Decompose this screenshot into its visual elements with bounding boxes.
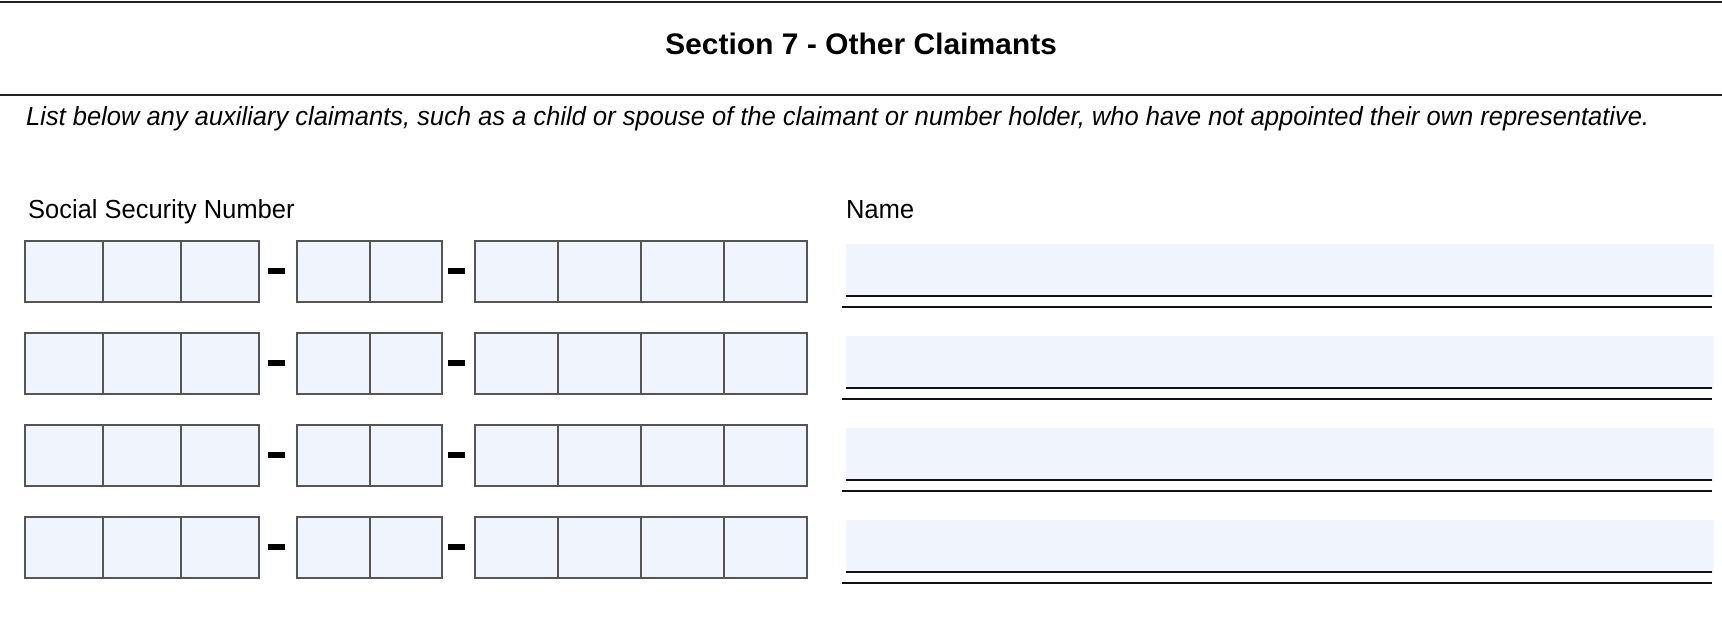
- ssn-dash: [448, 268, 465, 274]
- ssn-digit-cell[interactable]: [104, 426, 182, 485]
- name-underline: [846, 479, 1712, 481]
- ssn-label: Social Security Number: [28, 196, 295, 224]
- ssn-digit-cell[interactable]: [725, 518, 806, 577]
- ssn-dash: [448, 452, 465, 458]
- ssn-group-3-field[interactable]: [474, 332, 808, 395]
- ssn-dash: [268, 360, 285, 366]
- name-input[interactable]: [846, 244, 1714, 297]
- ssn-digit-cell[interactable]: [559, 334, 642, 393]
- ssn-dash: [448, 544, 465, 550]
- ssn-group-3-field[interactable]: [474, 240, 808, 303]
- ssn-digit-cell[interactable]: [298, 518, 371, 577]
- claimant-row: [0, 332, 1722, 402]
- ssn-dash: [268, 452, 285, 458]
- ssn-digit-cell[interactable]: [559, 426, 642, 485]
- ssn-digit-cell[interactable]: [26, 518, 104, 577]
- ssn-digit-cell[interactable]: [476, 334, 559, 393]
- name-underline: [842, 398, 1712, 400]
- ssn-digit-cell[interactable]: [371, 518, 442, 577]
- ssn-dash: [448, 360, 465, 366]
- ssn-digit-cell[interactable]: [298, 242, 371, 301]
- claimant-row: [0, 240, 1722, 310]
- ssn-group-3-field[interactable]: [474, 516, 808, 579]
- name-underline: [846, 571, 1712, 573]
- ssn-digit-cell[interactable]: [26, 242, 104, 301]
- ssn-group-1-field[interactable]: [24, 516, 260, 579]
- section-instructions: List below any auxiliary claimants, such…: [26, 103, 1649, 131]
- ssn-digit-cell[interactable]: [104, 242, 182, 301]
- ssn-group-3-field[interactable]: [474, 424, 808, 487]
- ssn-digit-cell[interactable]: [559, 242, 642, 301]
- claimant-row: [0, 516, 1722, 586]
- ssn-digit-cell[interactable]: [298, 334, 371, 393]
- ssn-dash: [268, 268, 285, 274]
- ssn-group-2-field[interactable]: [296, 516, 443, 579]
- ssn-digit-cell[interactable]: [182, 334, 258, 393]
- ssn-digit-cell[interactable]: [476, 518, 559, 577]
- ssn-digit-cell[interactable]: [26, 426, 104, 485]
- ssn-digit-cell[interactable]: [642, 242, 725, 301]
- ssn-group-1-field[interactable]: [24, 332, 260, 395]
- ssn-digit-cell[interactable]: [559, 518, 642, 577]
- title-divider: [0, 94, 1722, 96]
- ssn-group-2-field[interactable]: [296, 240, 443, 303]
- ssn-group-2-field[interactable]: [296, 332, 443, 395]
- section-title: Section 7 - Other Claimants: [665, 28, 1057, 61]
- ssn-digit-cell[interactable]: [104, 334, 182, 393]
- ssn-digit-cell[interactable]: [725, 426, 806, 485]
- name-underline: [846, 387, 1712, 389]
- ssn-digit-cell[interactable]: [104, 518, 182, 577]
- name-underline: [846, 295, 1712, 297]
- ssn-digit-cell[interactable]: [26, 334, 104, 393]
- name-label: Name: [846, 196, 915, 224]
- ssn-digit-cell[interactable]: [642, 426, 725, 485]
- ssn-digit-cell[interactable]: [182, 426, 258, 485]
- ssn-group-1-field[interactable]: [24, 424, 260, 487]
- ssn-digit-cell[interactable]: [725, 242, 806, 301]
- ssn-digit-cell[interactable]: [642, 334, 725, 393]
- ssn-digit-cell[interactable]: [182, 242, 258, 301]
- ssn-digit-cell[interactable]: [642, 518, 725, 577]
- name-input[interactable]: [846, 428, 1714, 481]
- ssn-digit-cell[interactable]: [371, 334, 442, 393]
- ssn-group-1-field[interactable]: [24, 240, 260, 303]
- ssn-digit-cell[interactable]: [725, 334, 806, 393]
- claimant-row: [0, 424, 1722, 494]
- ssn-dash: [268, 544, 285, 550]
- name-underline: [842, 490, 1712, 492]
- ssn-digit-cell[interactable]: [371, 242, 442, 301]
- ssn-group-2-field[interactable]: [296, 424, 443, 487]
- name-input[interactable]: [846, 336, 1714, 389]
- ssn-digit-cell[interactable]: [371, 426, 442, 485]
- ssn-digit-cell[interactable]: [476, 426, 559, 485]
- top-divider: [0, 1, 1722, 3]
- name-underline: [842, 582, 1712, 584]
- ssn-digit-cell[interactable]: [476, 242, 559, 301]
- ssn-digit-cell[interactable]: [182, 518, 258, 577]
- ssn-digit-cell[interactable]: [298, 426, 371, 485]
- name-underline: [842, 306, 1712, 308]
- name-input[interactable]: [846, 520, 1714, 573]
